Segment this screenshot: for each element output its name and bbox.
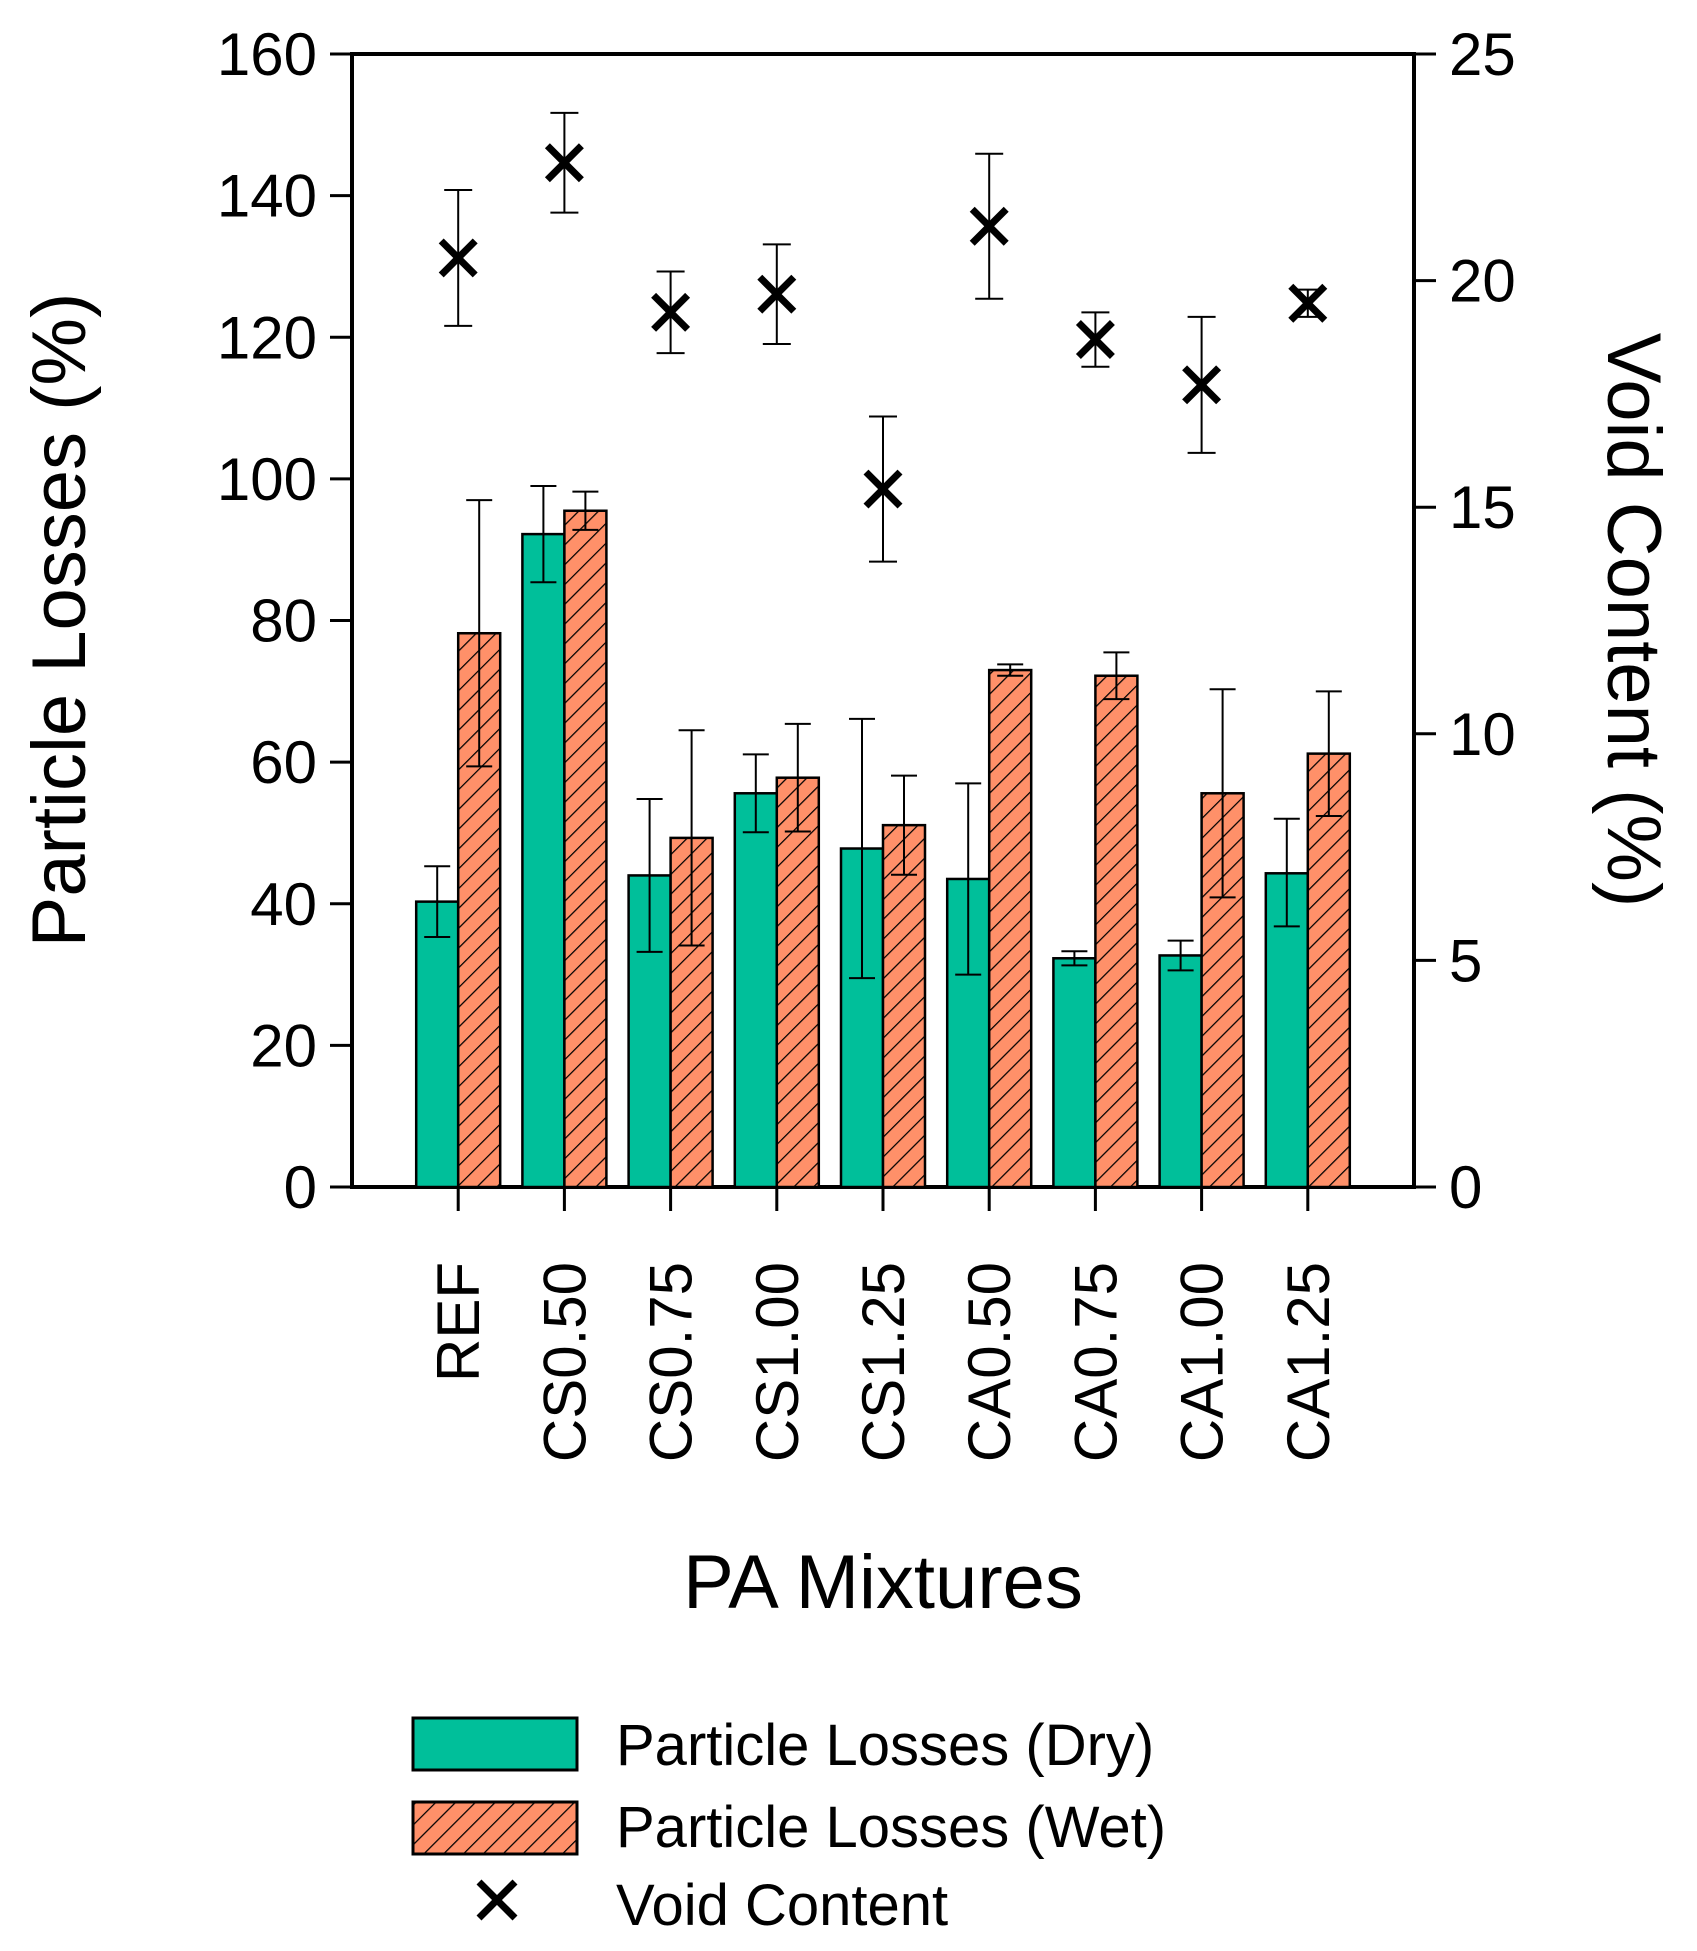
bar-dry-CA0.50 [945, 877, 991, 1189]
void-marker-CA1.00 [1182, 365, 1222, 405]
bar-dry-CS1.00 [733, 792, 779, 1189]
errorbar-wet-CA0.75 [1103, 651, 1130, 701]
bar-wet-CA0.75 [1094, 674, 1139, 1189]
y-tick-label-60: 60 [250, 729, 317, 796]
legend-marker-void [476, 1879, 518, 1921]
bar-dry-CA0.75 [1052, 957, 1097, 1189]
void-marker-CS0.50 [544, 143, 584, 183]
errorbar-wet-CA1.25 [1315, 690, 1342, 817]
errorbar-wet-CS1.25 [891, 774, 917, 876]
x-tick-label-CA1.25: CA1.25 [1275, 1262, 1342, 1462]
bar-wet-CA0.50 [987, 668, 1033, 1189]
errorbar-dry-REF [424, 865, 451, 939]
bar-wet-CA1.25 [1306, 752, 1352, 1189]
bars-layer [414, 509, 1352, 1189]
void-marker-CA0.75 [1075, 320, 1115, 359]
errorbar-dry-CA1.00 [1167, 939, 1194, 972]
errorbar-wet-CS1.00 [784, 722, 811, 833]
errorbar-dry-CA0.75 [1061, 950, 1088, 967]
y2-tick-label-20: 20 [1449, 248, 1516, 315]
errorbar-dry-CS1.25 [849, 717, 875, 980]
x-tick-label-CS1.25: CS1.25 [850, 1262, 917, 1462]
y-axis-left: 0 20 40 60 80 100 120 140 160 [217, 21, 352, 1221]
errorbar-dry-CA0.50 [955, 782, 982, 976]
y2-tick-label-15: 15 [1449, 474, 1516, 541]
error-bars-layer [424, 111, 1342, 980]
bar-wet-CS0.50 [563, 509, 608, 1189]
bar-dry-CA1.00 [1158, 954, 1203, 1189]
x-tick-label-CS0.50: CS0.50 [531, 1262, 598, 1462]
bar-wet-CS1.00 [775, 776, 821, 1189]
y-tick-label-100: 100 [217, 446, 317, 513]
errorbar-dry-CS0.75 [636, 797, 663, 953]
errorbar-wet-CS0.75 [678, 729, 705, 947]
y2-axis-title: Void Content (%) [1591, 333, 1676, 908]
legend-swatch-wet [411, 1800, 579, 1856]
void-marker-CS0.75 [651, 292, 691, 332]
errorbar-wet-REF [466, 499, 493, 768]
y2-tick-label-5: 5 [1449, 927, 1482, 994]
bar-wet-CS1.25 [881, 823, 927, 1189]
legend-label-void: Void Content [616, 1873, 948, 1938]
errorbar-dry-CS1.00 [742, 753, 769, 834]
errorbar-dry-CA1.25 [1273, 817, 1300, 928]
errorbar-wet-CA1.00 [1209, 688, 1236, 899]
legend-label-wet: Particle Losses (Wet) [616, 1795, 1166, 1860]
y-tick-label-160: 160 [217, 21, 317, 88]
y-axis-right: 0 5 10 15 20 25 [1414, 21, 1516, 1221]
void-markers-layer [438, 143, 1328, 509]
x-tick-label-CA1.00: CA1.00 [1169, 1262, 1236, 1462]
y-tick-label-80: 80 [250, 588, 317, 655]
x-axis: REF CS0.50 CS0.75 CS1.00 CS1.25 CA0.50 CA0.75 C… [425, 1187, 1342, 1462]
void-marker-CS1.25 [863, 469, 903, 509]
y-axis-title: Particle Losses (%) [17, 293, 102, 948]
y2-tick-label-25: 25 [1449, 21, 1516, 88]
y2-tick-label-10: 10 [1449, 701, 1516, 768]
void-marker-CS1.00 [757, 274, 797, 314]
y-tick-label-20: 20 [250, 1012, 317, 1079]
x-tick-label-CS1.00: CS1.00 [744, 1262, 811, 1462]
errorbar-wet-CS0.50 [572, 490, 599, 531]
y-tick-label-40: 40 [250, 871, 317, 938]
errorbar-wet-CA0.50 [997, 663, 1024, 677]
x-tick-label-CA0.75: CA0.75 [1062, 1262, 1129, 1462]
void-marker-CA1.25 [1288, 283, 1328, 323]
y-tick-label-140: 140 [217, 163, 317, 230]
y-tick-label-0: 0 [284, 1154, 317, 1221]
legend: Particle Losses (Dry) Particle Losses (W… [411, 1713, 1166, 1938]
x-tick-label-CA0.50: CA0.50 [956, 1262, 1023, 1462]
y-tick-label-120: 120 [217, 304, 317, 371]
errorbar-dry-CS0.50 [530, 484, 557, 584]
void-marker-CA0.50 [969, 206, 1009, 246]
legend-label-dry: Particle Losses (Dry) [616, 1713, 1154, 1778]
bar-dry-REF [414, 900, 460, 1189]
void-marker-REF [438, 238, 478, 278]
x-tick-label-REF: REF [425, 1262, 492, 1382]
y2-tick-label-0: 0 [1449, 1154, 1482, 1221]
x-axis-title: PA Mixtures [683, 1540, 1083, 1625]
legend-swatch-dry [411, 1716, 579, 1772]
bar-dry-CS0.50 [521, 532, 566, 1189]
x-tick-label-CS0.75: CS0.75 [638, 1262, 705, 1462]
